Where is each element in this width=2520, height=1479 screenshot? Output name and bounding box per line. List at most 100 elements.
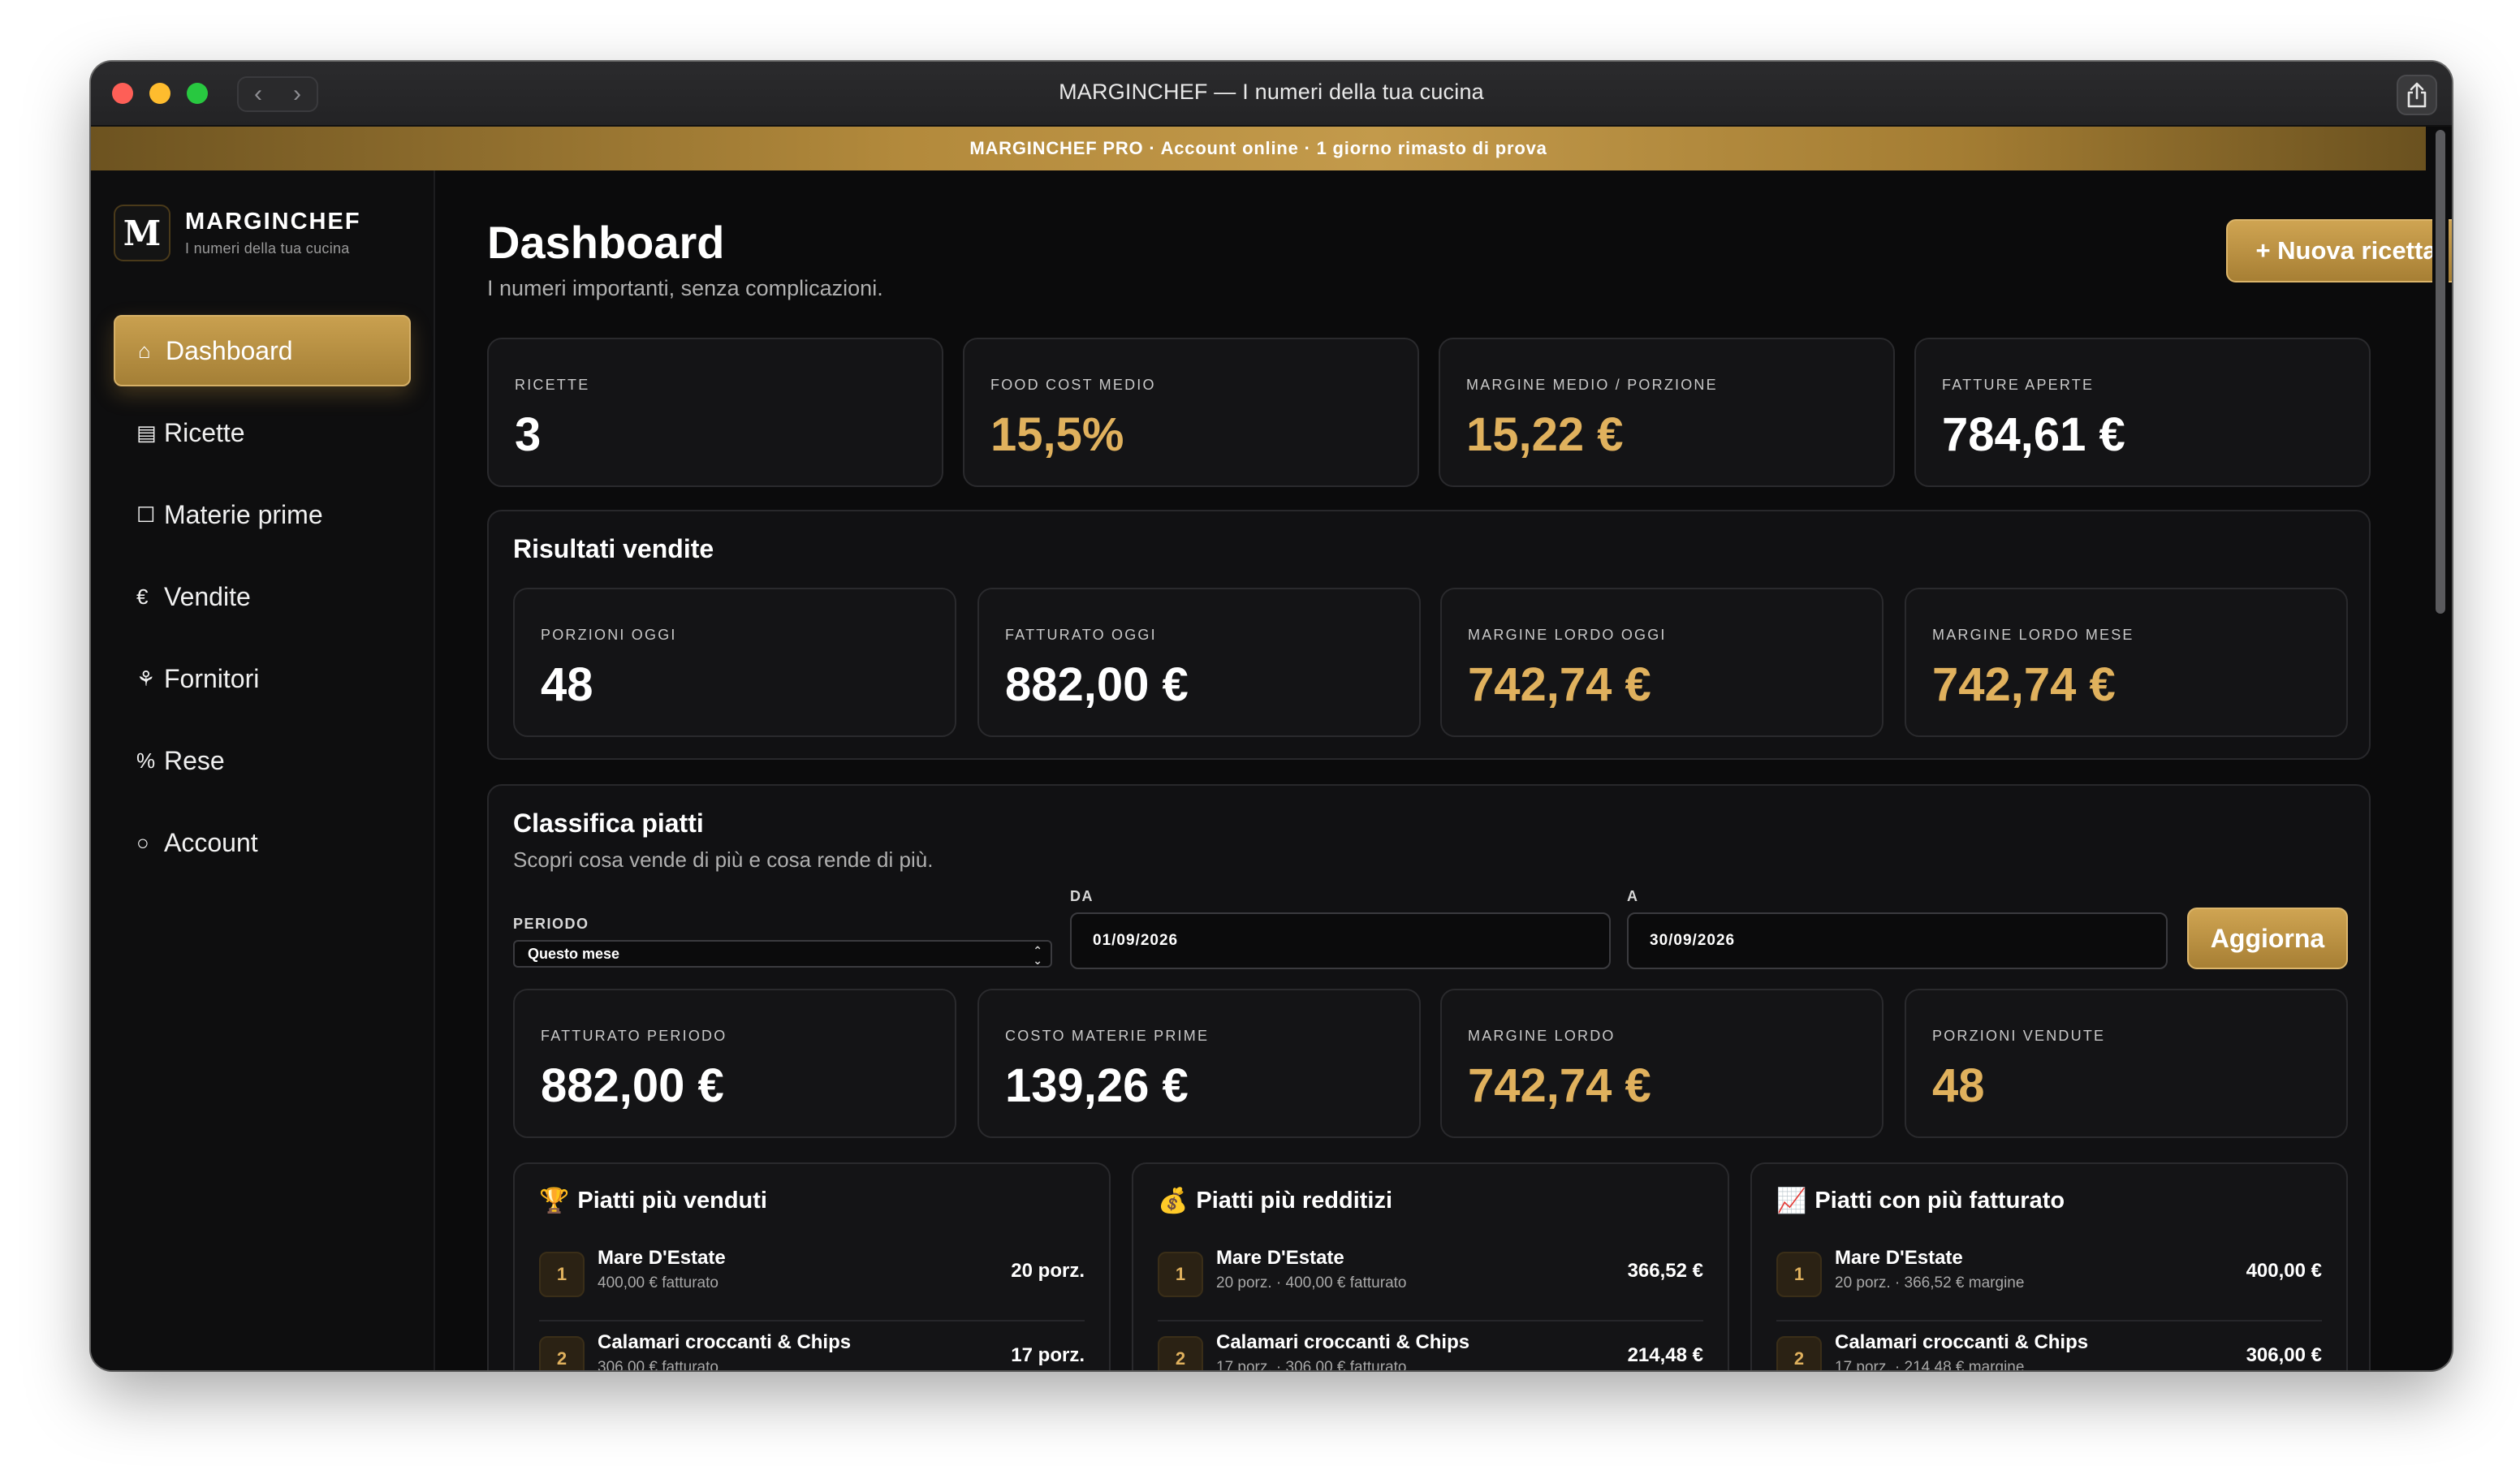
scrollbar-thumb[interactable]	[2436, 130, 2445, 614]
supplier-icon: ⚘	[136, 666, 156, 691]
sidebar-item-account[interactable]: ○ Account	[114, 807, 411, 878]
from-date-input[interactable]: 01/09/2026	[1070, 912, 1611, 969]
sidebar-item-label: Vendite	[164, 581, 251, 611]
sidebar-item-materie-prime[interactable]: ☐ Materie prime	[114, 479, 411, 550]
account-circle-icon: ○	[136, 830, 149, 855]
stat-value: 784,61 €	[1942, 408, 2125, 461]
share-button[interactable]	[2397, 75, 2437, 115]
dish-value: 17 porz.	[1011, 1344, 1085, 1366]
dish-meta: 20 porz. · 400,00 € fatturato	[1216, 1274, 1407, 1291]
list-item[interactable]: 1 Mare D'Estate 20 porz. · 366,52 € marg…	[1776, 1237, 2322, 1318]
most-revenue-list: 📈 Piatti con più fatturato 1 Mare D'Esta…	[1750, 1162, 2348, 1370]
sidebar-item-label: Rese	[164, 745, 225, 775]
stat-label: PORZIONI VENDUTE	[1932, 1028, 2106, 1044]
sidebar-item-label: Ricette	[164, 417, 245, 447]
new-recipe-button[interactable]: + Nuova ricetta	[2226, 219, 2452, 282]
stat-card-margine-lordo-mese: MARGINE LORDO MESE 742,74 €	[1905, 588, 2348, 737]
list-item[interactable]: 2 Calamari croccanti & Chips 17 porz. · …	[1158, 1320, 1703, 1370]
back-arrow-icon[interactable]: ‹	[254, 80, 262, 107]
dish-meta: 17 porz. · 306,00 € fatturato	[1216, 1359, 1407, 1370]
dish-meta: 17 porz. · 214,48 € margine	[1835, 1359, 2025, 1370]
box-icon: ☐	[136, 502, 156, 527]
period-select[interactable]: Questo mese ⌃ ⌄	[513, 940, 1052, 968]
dish-name: Calamari croccanti & Chips	[598, 1331, 852, 1353]
recipe-book-icon: ▤	[136, 420, 157, 445]
money-bag-icon: 💰	[1158, 1188, 1189, 1214]
stat-card-fatture-aperte: FATTURE APERTE 784,61 €	[1914, 338, 2371, 487]
stat-label: MARGINE LORDO MESE	[1932, 627, 2134, 643]
brand-logo: M	[114, 205, 170, 261]
most-profitable-list: 💰 Piatti più redditizi 1 Mare D'Estate 2…	[1132, 1162, 1729, 1370]
list-title: 🏆 Piatti più venduti	[539, 1187, 767, 1215]
stat-value: 742,74 €	[1468, 1059, 1651, 1112]
dish-name: Calamari croccanti & Chips	[1835, 1331, 2089, 1353]
sidebar: M MARGINCHEF I numeri della tua cucina ⌂…	[91, 170, 435, 1370]
stat-value: 882,00 €	[541, 1059, 724, 1112]
euro-icon: €	[136, 584, 149, 609]
most-sold-list: 🏆 Piatti più venduti 1 Mare D'Estate 400…	[513, 1162, 1111, 1370]
refresh-button[interactable]: Aggiorna	[2187, 908, 2348, 969]
sidebar-item-dashboard[interactable]: ⌂ Dashboard	[114, 315, 411, 386]
zoom-window-button[interactable]	[187, 83, 208, 104]
stat-label: FATTURATO PERIODO	[541, 1028, 727, 1044]
forward-arrow-icon[interactable]: ›	[293, 80, 301, 107]
stat-card-fatturato-oggi: FATTURATO OGGI 882,00 €	[977, 588, 1421, 737]
stat-value: 15,5%	[990, 408, 1124, 461]
sidebar-item-ricette[interactable]: ▤ Ricette	[114, 397, 411, 468]
main-scrollbar[interactable]	[2432, 130, 2449, 1364]
main-content: Dashboard I numeri importanti, senza com…	[435, 170, 2452, 1370]
list-item[interactable]: 2 Calamari croccanti & Chips 17 porz. · …	[1776, 1320, 2322, 1370]
dish-name: Calamari croccanti & Chips	[1216, 1331, 1470, 1353]
stat-value: 882,00 €	[1005, 658, 1189, 711]
dish-name: Mare D'Estate	[1835, 1247, 1963, 1269]
list-item[interactable]: 1 Mare D'Estate 400,00 € fatturato 20 po…	[539, 1237, 1085, 1318]
stat-card-fatturato-periodo: FATTURATO PERIODO 882,00 €	[513, 989, 956, 1138]
stat-card-margine-lordo-oggi: MARGINE LORDO OGGI 742,74 €	[1440, 588, 1884, 737]
panel-title: Risultati vendite	[513, 534, 714, 563]
history-nav: ‹ ›	[237, 76, 318, 112]
stat-value: 139,26 €	[1005, 1059, 1189, 1112]
stat-label: MARGINE MEDIO / PORZIONE	[1466, 377, 1718, 393]
stat-value: 15,22 €	[1466, 408, 1624, 461]
dish-value: 306,00 €	[2246, 1344, 2322, 1366]
percent-icon: %	[136, 748, 156, 773]
sidebar-item-vendite[interactable]: € Vendite	[114, 561, 411, 632]
close-window-button[interactable]	[112, 83, 133, 104]
rank-badge: 1	[1158, 1252, 1203, 1297]
rank-badge: 1	[539, 1252, 585, 1297]
list-item[interactable]: 2 Calamari croccanti & Chips 306,00 € fa…	[539, 1320, 1085, 1370]
dish-value: 20 porz.	[1011, 1260, 1085, 1282]
title-bar: ‹ › MARGINCHEF — I numeri della tua cuci…	[91, 62, 2452, 127]
stat-value: 48	[541, 658, 593, 711]
panel-title: Classifica piatti	[513, 808, 704, 838]
dish-value: 400,00 €	[2246, 1260, 2322, 1282]
stat-label: MARGINE LORDO	[1468, 1028, 1616, 1044]
rank-badge: 2	[1158, 1336, 1203, 1370]
rank-badge: 2	[1776, 1336, 1822, 1370]
sidebar-item-rese[interactable]: % Rese	[114, 725, 411, 796]
brand-name: MARGINCHEF	[185, 209, 361, 235]
brand: M MARGINCHEF I numeri della tua cucina	[114, 205, 361, 261]
stat-card-porzioni-oggi: PORZIONI OGGI 48	[513, 588, 956, 737]
brand-tagline: I numeri della tua cucina	[185, 240, 350, 257]
minimize-window-button[interactable]	[149, 83, 170, 104]
sidebar-item-fornitori[interactable]: ⚘ Fornitori	[114, 643, 411, 714]
page-subtitle: I numeri importanti, senza complicazioni…	[487, 276, 883, 300]
to-date-input[interactable]: 30/09/2026	[1627, 912, 2168, 969]
dish-value: 214,48 €	[1627, 1344, 1703, 1366]
app-window: ‹ › MARGINCHEF — I numeri della tua cuci…	[91, 62, 2452, 1370]
stat-label: RICETTE	[515, 377, 590, 393]
dish-meta: 306,00 € fatturato	[598, 1359, 718, 1370]
rank-badge: 1	[1776, 1252, 1822, 1297]
list-title: 💰 Piatti più redditizi	[1158, 1187, 1392, 1215]
stat-card-food-cost: FOOD COST MEDIO 15,5%	[963, 338, 1419, 487]
list-item[interactable]: 1 Mare D'Estate 20 porz. · 400,00 € fatt…	[1158, 1237, 1703, 1318]
list-title-text: Piatti con più fatturato	[1814, 1188, 2065, 1214]
sidebar-item-label: Materie prime	[164, 499, 323, 529]
sidebar-item-label: Dashboard	[166, 335, 293, 365]
pro-trial-banner: MARGINCHEF PRO · Account online · 1 gior…	[91, 127, 2426, 170]
sidebar-item-label: Account	[164, 827, 258, 857]
list-title-text: Piatti più venduti	[577, 1188, 767, 1214]
stat-value: 48	[1932, 1059, 1985, 1112]
list-title: 📈 Piatti con più fatturato	[1776, 1187, 2065, 1215]
